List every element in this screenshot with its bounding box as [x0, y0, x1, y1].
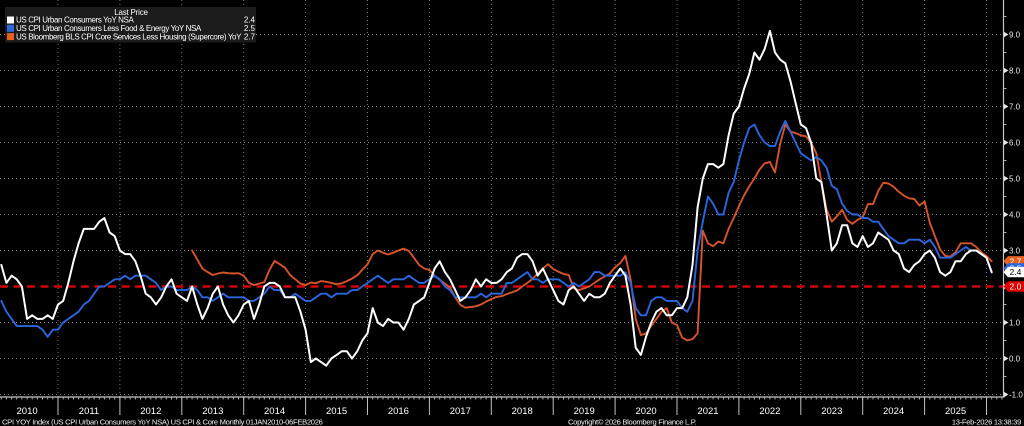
svg-text:2019: 2019 — [574, 406, 595, 417]
svg-text:2025: 2025 — [945, 406, 966, 417]
svg-text:2020: 2020 — [636, 406, 657, 417]
svg-text:2021: 2021 — [697, 406, 718, 417]
svg-text:US CPI Urban Consumers YoY NSA: US CPI Urban Consumers YoY NSA — [16, 16, 134, 25]
svg-text:2011: 2011 — [79, 406, 99, 417]
svg-text:CPI YOY Index (US CPI Urban Co: CPI YOY Index (US CPI Urban Consumers Yo… — [2, 418, 323, 426]
svg-text:2015: 2015 — [326, 406, 347, 417]
svg-text:2.4: 2.4 — [1010, 267, 1022, 277]
svg-text:2016: 2016 — [388, 406, 409, 417]
svg-text:9.0: 9.0 — [1009, 31, 1021, 40]
svg-text:5.0: 5.0 — [1009, 175, 1021, 184]
svg-text:Last Price: Last Price — [114, 8, 148, 17]
svg-text:13-Feb-2026 13:38:39: 13-Feb-2026 13:38:39 — [952, 418, 1021, 426]
svg-text:0.0: 0.0 — [1009, 355, 1021, 364]
svg-text:-1.0: -1.0 — [1009, 391, 1023, 400]
svg-text:2.0: 2.0 — [1010, 282, 1022, 292]
svg-text:US CPI Urban Consumers Less Fo: US CPI Urban Consumers Less Food & Energ… — [16, 24, 202, 33]
svg-text:2.4: 2.4 — [244, 16, 256, 25]
svg-text:2017: 2017 — [450, 406, 471, 417]
svg-text:2010: 2010 — [17, 406, 38, 417]
svg-text:3.0: 3.0 — [1009, 247, 1021, 256]
svg-text:7.0: 7.0 — [1009, 103, 1021, 112]
svg-text:4.0: 4.0 — [1009, 211, 1021, 220]
svg-text:6.0: 6.0 — [1009, 139, 1021, 148]
svg-text:2013: 2013 — [202, 406, 223, 417]
svg-text:2022: 2022 — [759, 406, 780, 417]
svg-text:2024: 2024 — [883, 406, 904, 417]
svg-text:2.5: 2.5 — [244, 24, 256, 33]
svg-text:2.7: 2.7 — [244, 32, 256, 41]
svg-text:2014: 2014 — [264, 406, 285, 417]
svg-text:2012: 2012 — [140, 406, 161, 417]
svg-text:2018: 2018 — [512, 406, 533, 417]
svg-text:US Bloomberg BLS CPI Core Serv: US Bloomberg BLS CPI Core Services Less … — [16, 32, 242, 41]
svg-text:2.7: 2.7 — [1010, 256, 1022, 266]
svg-text:2023: 2023 — [821, 406, 842, 417]
svg-text:8.0: 8.0 — [1009, 67, 1021, 76]
svg-text:1.0: 1.0 — [1009, 319, 1021, 328]
svg-text:Copyright© 2026 Bloomberg Fina: Copyright© 2026 Bloomberg Finance L.P. — [568, 418, 696, 426]
